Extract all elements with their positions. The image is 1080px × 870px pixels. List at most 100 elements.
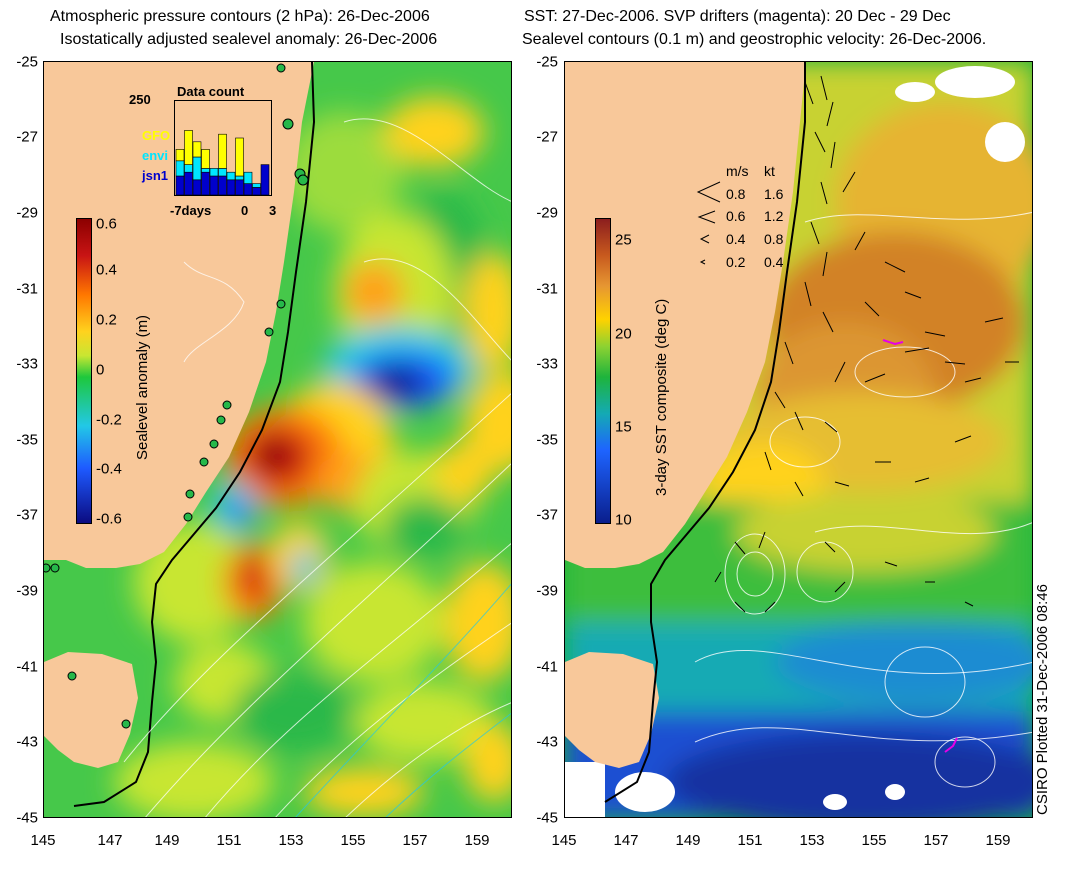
histogram-bar-5-envi [218,168,227,177]
sst-colorbar-label: 3-day SST composite (deg C) [653,298,670,496]
histogram-bar-0-gfo [175,149,185,162]
x-tick-right-151: 151 [737,832,763,849]
x-tick-right-155: 155 [861,832,887,849]
sla-tick-neg0.4: -0.4 [96,460,122,478]
sla-tick-neg0.6: -0.6 [96,510,122,528]
x-tick-right-157: 157 [923,832,949,849]
velocity-row-4-kt: 0.4 [764,254,784,270]
x-tick-left-155: 155 [340,832,366,849]
velocity-row-1-kt: 1.6 [764,186,784,202]
histogram-bar-0-envi [175,160,185,177]
histogram-frame [174,100,272,196]
histogram-bar-3-envi [201,168,210,173]
x-tick-left-153: 153 [278,832,304,849]
y-tick-left--25: -25 [16,53,38,71]
histogram-bar-5-jsn1 [218,175,227,196]
data-count-histogram [174,100,272,196]
x-tick-left-159: 159 [464,832,490,849]
y-tick-right--37: -37 [536,506,558,524]
y-tick-left--33: -33 [16,355,38,373]
y-tick-left--41: -41 [16,658,38,676]
sst-tick-10: 10 [615,511,632,529]
australian-mainland-sst [565,62,806,568]
y-tick-right--29: -29 [536,204,558,222]
velocity-legend-arrows [696,181,721,265]
y-tick-left--39: -39 [16,582,38,600]
sst-tick-25: 25 [615,231,632,249]
histogram-bar-1-jsn1 [184,171,193,196]
y-tick-right--43: -43 [536,733,558,751]
velocity-row-3-kt: 0.8 [764,231,784,247]
sla-tick-neg0.2: -0.2 [96,411,122,429]
y-tick-right--35: -35 [536,431,558,449]
data-count-x-start: -7days [170,203,212,218]
sla-tick-0.4: 0.4 [96,261,117,279]
legend-envi: envi [142,148,169,163]
histogram-bar-6-envi [226,171,236,181]
velocity-row-2-kt: 1.2 [764,208,784,224]
x-tick-right-147: 147 [613,832,639,849]
velocity-row-2-ms: 0.6 [726,208,746,224]
histogram-bar-3-gfo [201,149,210,169]
data-count-title: Data count [177,84,245,99]
histogram-bar-9-envi [252,183,261,188]
velocity-header-ms: m/s [726,163,749,179]
tasmania [44,652,138,768]
data-count-x-end: 3 [269,203,277,218]
y-tick-left--27: -27 [16,128,38,146]
geostrophic-velocity-arrows [714,75,1019,613]
velocity-row-4-ms: 0.2 [726,254,746,270]
sealevel-anomaly-map: 250 Data count GFO envi jsn1 -7days 0 3 [43,61,512,818]
left-title-line1: Atmospheric pressure contours (2 hPa): 2… [50,8,430,25]
sst-field [565,62,1032,817]
x-tick-left-145: 145 [30,832,56,849]
sst-tick-20: 20 [615,325,632,343]
legend-jsn1: jsn1 [142,168,169,183]
y-tick-left--29: -29 [16,204,38,222]
histogram-bar-9-jsn1 [252,187,261,196]
sst-tick-15: 15 [615,418,632,436]
right-title-line1: SST: 27-Dec-2006. SVP drifters (magenta)… [524,8,951,25]
y-tick-left--37: -37 [16,506,38,524]
sla-tick-0: 0 [96,361,105,379]
sla-tick-0.6: 0.6 [96,215,117,233]
histogram-bar-7-gfo [235,137,244,177]
histogram-bar-7-jsn1 [235,179,244,196]
sla-tick-0.2: 0.2 [96,311,117,329]
histogram-bar-8-envi [243,171,253,184]
histogram-bar-5-gfo [218,133,227,169]
velocity-row-3-ms: 0.4 [726,231,746,247]
legend-gfo: GFO [142,128,171,143]
tasmania-sst [565,652,659,768]
left-title-line2: Isostatically adjusted sealevel anomaly:… [60,31,438,48]
y-tick-right--31: -31 [536,280,558,298]
histogram-bar-3-jsn1 [201,171,210,196]
y-tick-left--43: -43 [16,733,38,751]
histogram-bar-6-jsn1 [226,179,236,196]
y-tick-right--25: -25 [536,53,558,71]
histogram-bar-10-jsn1 [260,164,270,196]
histogram-bar-4-envi [209,168,219,177]
histogram-bar-2-jsn1 [192,179,202,196]
x-tick-right-159: 159 [985,832,1011,849]
y-tick-left--35: -35 [16,431,38,449]
histogram-bar-2-envi [192,156,202,181]
y-tick-left--31: -31 [16,280,38,298]
x-tick-left-149: 149 [154,832,180,849]
x-tick-right-153: 153 [799,832,825,849]
y-tick-right--39: -39 [536,582,558,600]
y-tick-right--27: -27 [536,128,558,146]
sst-map: m/s kt 0.8 1.6 0.6 1.2 0.4 0.8 0.2 0.4 [564,61,1033,818]
x-tick-left-147: 147 [97,832,123,849]
histogram-bar-0-jsn1 [175,175,185,196]
sla-colorbar-label: Sealevel anomaly (m) [134,314,151,460]
y-tick-right--45: -45 [536,809,558,827]
sealevel-colorbar [76,218,92,524]
histogram-bar-8-jsn1 [243,183,253,196]
y-tick-left--45: -45 [16,809,38,827]
data-count-ymax: 250 [129,92,151,107]
x-tick-right-149: 149 [675,832,701,849]
y-tick-right--41: -41 [536,658,558,676]
histogram-bar-7-envi [235,175,244,181]
plot-credit: CSIRO Plotted 31-Dec-2006 08:46 [1034,584,1051,815]
